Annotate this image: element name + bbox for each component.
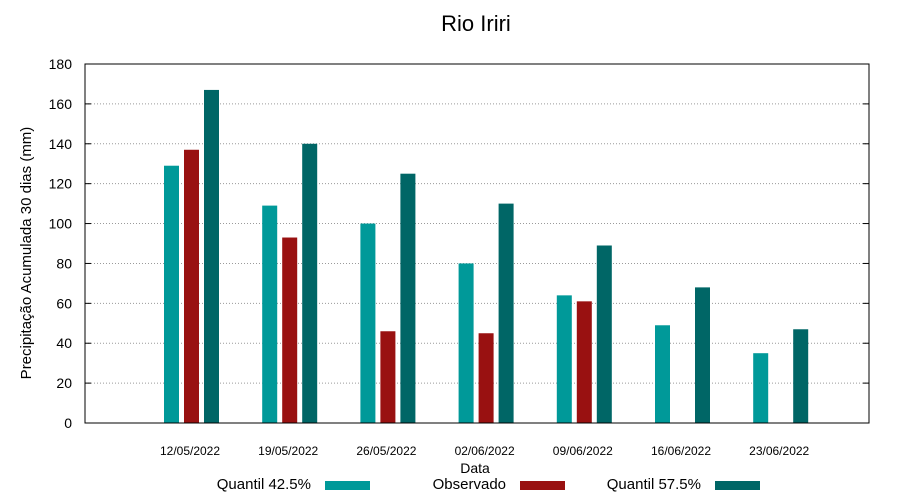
bar-observado xyxy=(282,237,298,423)
bar-quantil-42-5 xyxy=(458,263,474,423)
legend-label: Observado xyxy=(433,476,506,493)
gridlines xyxy=(85,103,869,384)
bar-quantil-42-5 xyxy=(164,165,179,423)
legend-swatch xyxy=(715,481,760,490)
x-axis-ticks: 12/05/2022 19/05/2022 26/05/2022 02/06/2022… xyxy=(160,444,810,458)
bar-quantil-57-5 xyxy=(302,143,318,423)
y-tick-label: 120 xyxy=(49,176,73,192)
bar-observado xyxy=(478,333,494,423)
y-tick-label: 80 xyxy=(56,255,72,271)
y-tick-label: 40 xyxy=(56,335,72,351)
bar-quantil-57-5 xyxy=(695,287,710,423)
bar-quantil-42-5 xyxy=(556,295,572,423)
bar-observado xyxy=(380,331,396,423)
legend-label: Quantil 42.5% xyxy=(217,476,311,493)
bars xyxy=(164,89,809,423)
bar-quantil-57-5 xyxy=(498,203,514,423)
plot-frame xyxy=(84,63,870,424)
x-tick-label: 23/06/2022 xyxy=(749,444,809,458)
bar-quantil-57-5 xyxy=(204,89,219,423)
bar-observado xyxy=(576,301,592,423)
x-tick-label: 02/06/2022 xyxy=(455,444,515,458)
chart-title: Rio Iriri xyxy=(441,11,511,36)
y-tick-label: 0 xyxy=(64,415,72,431)
legend: Quantil 42.5% Observado Quantil 57.5% xyxy=(217,476,760,493)
y-tick-label: 20 xyxy=(56,375,72,391)
bar-observado xyxy=(184,149,199,423)
x-tick-label: 19/05/2022 xyxy=(258,444,318,458)
y-axis-ticks: 0 20 40 60 80 100 120 140 160 180 xyxy=(49,56,869,431)
y-tick-label: 140 xyxy=(49,136,73,152)
bar-quantil-57-5 xyxy=(596,245,612,423)
legend-swatch xyxy=(520,481,565,490)
legend-label: Quantil 57.5% xyxy=(607,476,701,493)
x-tick-label: 09/06/2022 xyxy=(553,444,613,458)
x-tick-label: 16/06/2022 xyxy=(651,444,711,458)
bar-quantil-42-5 xyxy=(360,223,376,423)
y-tick-label: 180 xyxy=(49,56,73,72)
legend-swatch xyxy=(325,481,370,490)
y-tick-label: 60 xyxy=(56,295,72,311)
x-tick-label: 12/05/2022 xyxy=(160,444,220,458)
bar-quantil-57-5 xyxy=(793,329,809,423)
bar-quantil-42-5 xyxy=(262,205,278,423)
y-axis-label: Precipitação Acumulada 30 dias (mm) xyxy=(18,127,35,380)
y-tick-label: 160 xyxy=(49,96,73,112)
bar-quantil-42-5 xyxy=(655,325,670,423)
x-axis-label: Data xyxy=(460,460,490,476)
y-tick-label: 100 xyxy=(49,216,73,232)
bar-quantil-42-5 xyxy=(753,353,769,423)
x-tick-label: 26/05/2022 xyxy=(356,444,416,458)
bar-quantil-57-5 xyxy=(400,173,416,423)
